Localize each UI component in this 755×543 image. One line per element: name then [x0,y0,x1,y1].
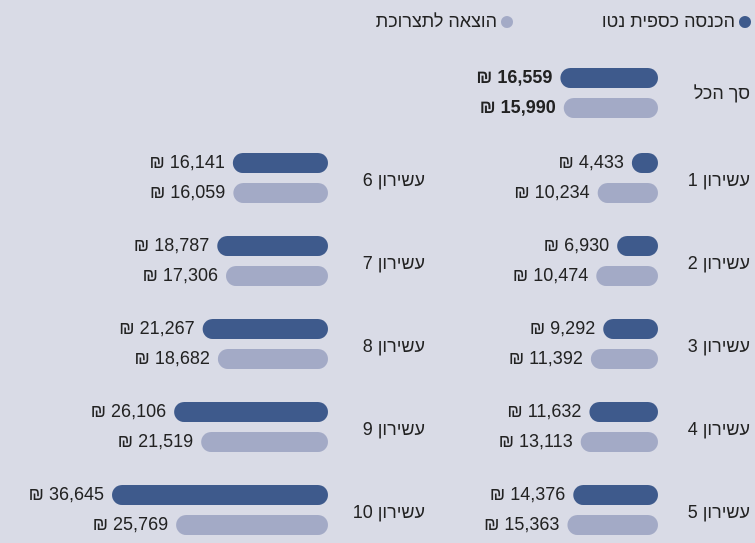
bar [217,236,328,256]
category-label: עשירון 10 [353,502,425,522]
bar [217,349,328,369]
category-label: עשירון 1 [688,170,750,190]
category-label: עשירון 5 [688,502,750,522]
legend-label: הכנסה כספית נטו [602,11,735,31]
bar [580,432,658,452]
value-label: 11,632 ₪ [507,401,581,421]
legend-swatch [739,16,751,28]
value-label: 16,141 ₪ [149,152,224,172]
value-label: 13,113 ₪ [499,431,573,451]
legend-label: הוצאה לתצרוכת [376,11,497,31]
category-label: עשירון 3 [688,336,750,356]
value-label: 26,106 ₪ [91,401,166,421]
value-label: 18,787 ₪ [134,235,209,255]
category-label: עשירון 8 [363,336,425,356]
bar [225,266,328,286]
value-label: 18,682 ₪ [135,348,210,368]
value-label: 36,645 ₪ [29,484,104,504]
value-label: 6,930 ₪ [544,235,609,255]
value-label: 25,769 ₪ [93,514,168,534]
category-label: עשירון 2 [688,253,750,273]
value-label: 16,559 ₪ [476,67,552,87]
bar [603,319,658,339]
value-label: 15,363 ₪ [484,514,559,534]
value-label: 15,990 ₪ [480,97,556,117]
value-label: 11,392 ₪ [509,348,583,368]
bar [573,485,658,505]
category-label: סך הכל [694,83,750,103]
category-label: עשירון 7 [363,253,425,273]
value-label: 17,306 ₪ [143,265,218,285]
bar [617,236,658,256]
bar [596,266,658,286]
value-label: 21,519 ₪ [118,431,193,451]
category-label: עשירון 4 [688,419,750,439]
value-label: 9,292 ₪ [530,318,595,338]
value-label: 10,234 ₪ [514,182,589,202]
bar [176,515,328,535]
bar [597,183,658,203]
bar [560,68,658,88]
legend-swatch [501,16,513,28]
bar [174,402,328,422]
value-label: 21,267 ₪ [119,318,194,338]
value-label: 10,474 ₪ [513,265,588,285]
value-label: 14,376 ₪ [490,484,565,504]
bar [233,183,328,203]
bar [567,515,658,535]
value-label: 16,059 ₪ [150,182,225,202]
bar [590,349,658,369]
bar [202,319,328,339]
bar [589,402,658,422]
bar [232,153,328,173]
category-label: עשירון 6 [363,170,425,190]
category-label: עשירון 9 [363,419,425,439]
value-label: 4,433 ₪ [559,152,624,172]
bar [563,98,658,118]
bar [112,485,328,505]
bar [631,153,658,173]
bar [201,432,328,452]
